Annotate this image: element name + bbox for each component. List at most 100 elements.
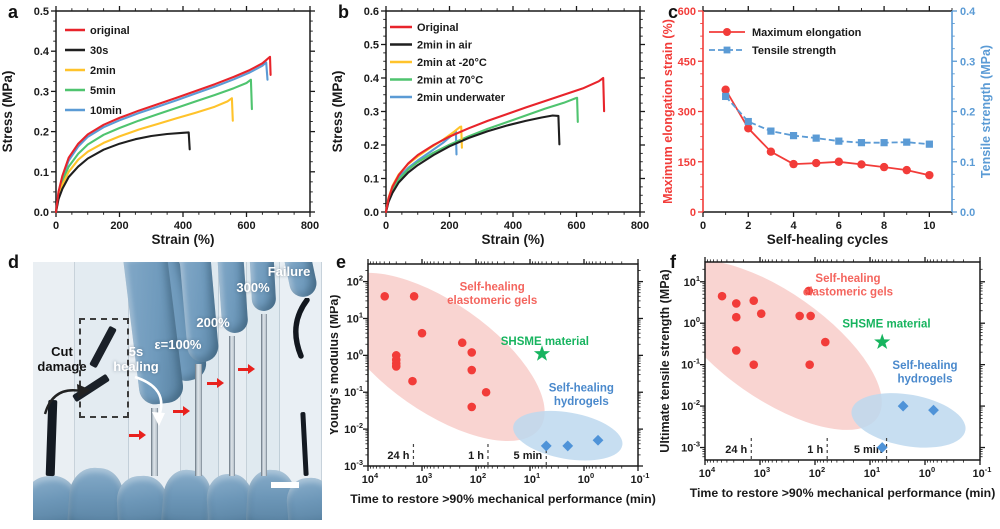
points-diamond	[876, 400, 939, 453]
series-30s	[54, 131, 191, 214]
chart-svg-c: 0 2 4 6 8 10 0 150 300 450 600 0.0 0.1 0.2 0.3 0.4 Maxim…	[661, 6, 993, 247]
svg-text:4: 4	[790, 220, 797, 232]
svg-text:0.0: 0.0	[364, 207, 379, 219]
svg-text:8: 8	[881, 220, 887, 232]
chart-svg-e: 104 103 102 101 100 10-1 102 101 100 10-1 10-2 10-3…	[327, 259, 656, 506]
legend: original 30s 2min 5min 10min	[65, 25, 130, 117]
svg-text:600: 600	[237, 220, 255, 232]
svg-text:2min: 2min	[90, 65, 116, 77]
svg-text:original: original	[90, 25, 130, 37]
svg-text:2min in air: 2min in air	[417, 40, 473, 52]
svg-text:0: 0	[53, 220, 59, 232]
svg-text:elastomeric gels: elastomeric gels	[447, 295, 537, 307]
svg-text:0.5: 0.5	[364, 40, 379, 52]
sample-healed-stretched	[151, 408, 158, 476]
region-ellipses	[368, 272, 623, 461]
svg-text:101: 101	[684, 274, 700, 289]
svg-text:600: 600	[678, 6, 696, 18]
svg-text:Tensile strength: Tensile strength	[752, 45, 836, 57]
svg-text:10-3: 10-3	[344, 458, 363, 473]
panel-letter-a: a	[8, 2, 19, 22]
panel-b-stress-strain-chart: 0 200 400 600 800 0.0 0.1 0.2 0.3 0.4 0.5 0.6 Origin…	[330, 0, 660, 255]
svg-text:5min: 5min	[90, 85, 116, 97]
svg-text:Original: Original	[417, 22, 459, 34]
y-axis-label: Ultimate tensile strength (MPa)	[660, 269, 672, 452]
svg-text:0.0: 0.0	[34, 207, 49, 219]
svg-text:102: 102	[809, 465, 825, 480]
points-star	[533, 345, 551, 361]
svg-text:450: 450	[678, 56, 696, 68]
svg-text:0.3: 0.3	[364, 107, 379, 119]
svg-text:10-1: 10-1	[344, 384, 363, 399]
svg-text:0.2: 0.2	[364, 140, 379, 152]
sample-healed-stretched	[261, 314, 267, 476]
svg-text:600: 600	[567, 220, 585, 232]
series-2min underwater	[384, 130, 458, 214]
svg-text:hydrogels: hydrogels	[898, 373, 953, 385]
svg-text:hydrogels: hydrogels	[554, 396, 609, 408]
svg-text:10: 10	[923, 220, 935, 232]
svg-text:300: 300	[678, 107, 696, 119]
strain-100-label: ε=100%	[154, 337, 202, 352]
svg-text:Self-healing: Self-healing	[549, 382, 614, 394]
svg-text:101: 101	[524, 471, 540, 486]
svg-text:100: 100	[919, 465, 935, 480]
healed-joint-arrow-icon	[173, 406, 190, 417]
sample-healed-stretched	[195, 364, 202, 476]
svg-text:0.5: 0.5	[34, 6, 49, 18]
healed-joint-arrow-icon	[238, 364, 255, 375]
x-axis-label: Self-healing cycles	[767, 232, 889, 247]
panel-e-modulus-scatter-chart: 104 103 102 101 100 10-1 102 101 100 10-1 10-2 10-3…	[327, 250, 660, 529]
svg-text:Self-healing: Self-healing	[460, 281, 525, 293]
svg-text:1 h: 1 h	[468, 450, 484, 462]
panel-a-stress-strain-chart: 0 200 400 600 800 0.0 0.1 0.2 0.3 0.4 0.5 original 3…	[0, 0, 330, 255]
series-5min	[54, 78, 253, 214]
svg-text:5 min: 5 min	[514, 450, 543, 462]
svg-text:10-3: 10-3	[681, 440, 700, 455]
strain-300-label: 300%	[236, 280, 270, 295]
plot-area: 0 200 400 600 800 0.0 0.1 0.2 0.3 0.4 0.5 0.6 Origin…	[330, 6, 649, 247]
panel-letter-c: c	[668, 2, 679, 22]
svg-text:100: 100	[578, 471, 594, 486]
svg-text:0.3: 0.3	[960, 56, 975, 68]
series-original	[54, 55, 272, 214]
svg-text:0: 0	[383, 220, 389, 232]
series-2min at -20°C	[384, 125, 463, 214]
svg-text:400: 400	[174, 220, 192, 232]
svg-text:2min underwater: 2min underwater	[417, 92, 506, 104]
svg-text:102: 102	[347, 274, 363, 289]
svg-text:0.4: 0.4	[960, 6, 976, 18]
chart-svg-b: 0 200 400 600 800 0.0 0.1 0.2 0.3 0.4 0.5 0.6 Origin…	[330, 6, 649, 247]
panel-letter-f: f	[670, 252, 676, 272]
svg-text:103: 103	[416, 471, 432, 486]
svg-text:10-2: 10-2	[344, 421, 363, 436]
svg-text:200: 200	[440, 220, 458, 232]
svg-text:10-1: 10-1	[681, 357, 700, 372]
chart-svg-a: 0 200 400 600 800 0.0 0.1 0.2 0.3 0.4 0.5 original 3…	[0, 6, 319, 247]
series-Original	[384, 76, 606, 214]
svg-text:30s: 30s	[90, 45, 108, 57]
y-axis-label: Stress (MPa)	[330, 71, 345, 153]
svg-text:0: 0	[690, 207, 696, 219]
svg-text:150: 150	[678, 157, 696, 169]
svg-text:200: 200	[110, 220, 128, 232]
svg-text:102: 102	[470, 471, 486, 486]
svg-text:10min: 10min	[90, 105, 122, 117]
points-diamond	[540, 434, 604, 452]
points-star	[874, 333, 891, 349]
svg-text:0.0: 0.0	[960, 207, 975, 219]
healing-arrow-icon	[134, 375, 165, 426]
series-2min	[54, 97, 234, 214]
svg-text:2: 2	[745, 220, 751, 232]
svg-text:10-2: 10-2	[681, 398, 700, 413]
svg-text:103: 103	[754, 465, 770, 480]
healed-joint-arrow-icon	[207, 378, 224, 389]
plot-border	[704, 261, 981, 461]
svg-text:100: 100	[684, 315, 700, 330]
svg-text:2min at -20°C: 2min at -20°C	[417, 57, 487, 69]
plot-area: 104 103 102 101 100 10-1 101 100 10-1 10-2 10-3 24 …	[658, 257, 996, 500]
x-axis-label: Time to restore >90% mechanical performa…	[690, 486, 996, 500]
chart-svg-f: 104 103 102 101 100 10-1 101 100 10-1 10-2 10-3 24 …	[658, 257, 996, 500]
panel-letter-d: d	[8, 252, 19, 272]
